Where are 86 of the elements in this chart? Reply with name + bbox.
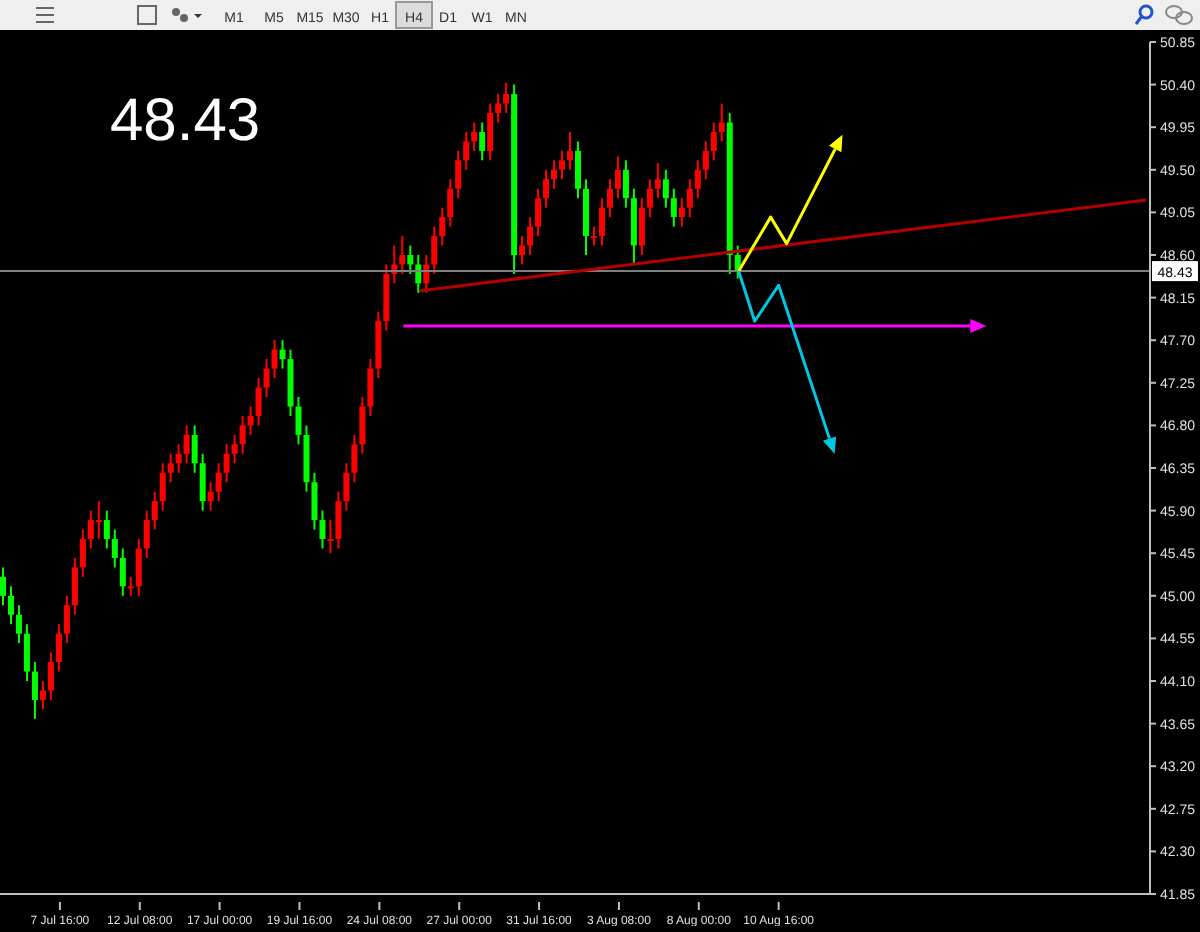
candlestick <box>551 159 558 190</box>
candlestick <box>559 149 566 181</box>
candlestick <box>495 93 502 124</box>
candlestick <box>479 121 486 162</box>
candlestick <box>215 462 222 503</box>
candlestick <box>519 235 526 266</box>
candlestick <box>247 405 254 436</box>
candlestick <box>151 490 158 531</box>
candlestick <box>7 585 14 626</box>
candlestick <box>71 556 78 616</box>
candlestick <box>582 178 589 256</box>
candlestick <box>87 509 94 550</box>
candlestick <box>622 159 629 209</box>
candlestick <box>503 81 510 114</box>
candlestick <box>239 414 246 455</box>
candlestick <box>535 187 542 238</box>
candlestick <box>399 235 406 275</box>
candlestick <box>183 424 190 465</box>
candlestick <box>598 197 605 247</box>
candlestick <box>662 168 669 209</box>
candlestick <box>670 187 677 228</box>
candlestick <box>159 462 166 512</box>
candlestick <box>191 424 198 474</box>
candlestick <box>630 187 637 266</box>
candlestick <box>303 424 310 493</box>
candlestick <box>383 263 390 332</box>
candlestick <box>255 377 262 427</box>
candlestick <box>15 604 22 645</box>
candlestick <box>335 490 342 550</box>
candlestick <box>79 528 86 578</box>
candlestick <box>638 197 645 256</box>
candlestick <box>646 178 653 219</box>
candlestick <box>55 623 62 673</box>
candlestick <box>311 471 318 531</box>
candlestick <box>39 680 46 711</box>
candlestick <box>447 178 454 228</box>
candlestick <box>127 575 134 597</box>
candlestick <box>351 433 358 484</box>
candlestick <box>678 197 685 228</box>
candlestick <box>103 509 110 550</box>
candlestick <box>279 339 286 370</box>
candlestick <box>694 159 701 200</box>
candlestick <box>439 206 446 247</box>
candlestick <box>359 396 366 455</box>
candlestick <box>710 121 717 162</box>
candlestick <box>575 140 581 200</box>
candlestick <box>63 594 70 645</box>
candlestick <box>407 244 414 275</box>
candlestick <box>319 509 326 550</box>
candlestick <box>487 102 494 162</box>
candlestick <box>463 130 470 171</box>
candlestick <box>590 225 597 247</box>
candlestick <box>231 433 238 465</box>
candlestick <box>702 140 709 181</box>
candlestick <box>431 225 438 275</box>
candlestick <box>207 481 214 512</box>
candlestick <box>31 661 38 720</box>
candlestick <box>175 443 182 474</box>
candlestick <box>223 443 230 484</box>
candlestick <box>567 130 574 171</box>
candlestick <box>527 216 534 256</box>
candlestick <box>47 651 54 701</box>
candlestick <box>143 509 150 559</box>
candlestick <box>375 310 382 380</box>
candlestick <box>718 102 725 143</box>
candlestick <box>23 623 30 682</box>
candlestick <box>111 528 118 569</box>
candlestick <box>343 462 350 512</box>
candlestick <box>263 358 270 398</box>
candlestick <box>654 162 661 200</box>
candlestick <box>271 339 278 380</box>
candlestick <box>327 519 334 555</box>
annotation: 48.43 <box>110 88 261 156</box>
candlestick <box>135 538 142 597</box>
candlestick <box>606 178 613 219</box>
candlestick <box>614 155 621 200</box>
candlestick <box>471 121 478 152</box>
candlestick <box>686 178 693 219</box>
candlestick <box>167 452 174 484</box>
candlestick <box>0 566 6 607</box>
candlestick <box>199 452 206 512</box>
candlestick <box>367 358 374 417</box>
candlestick <box>119 547 126 597</box>
candlestick <box>543 168 550 209</box>
candlestick <box>455 149 462 200</box>
candlestick <box>95 500 102 540</box>
